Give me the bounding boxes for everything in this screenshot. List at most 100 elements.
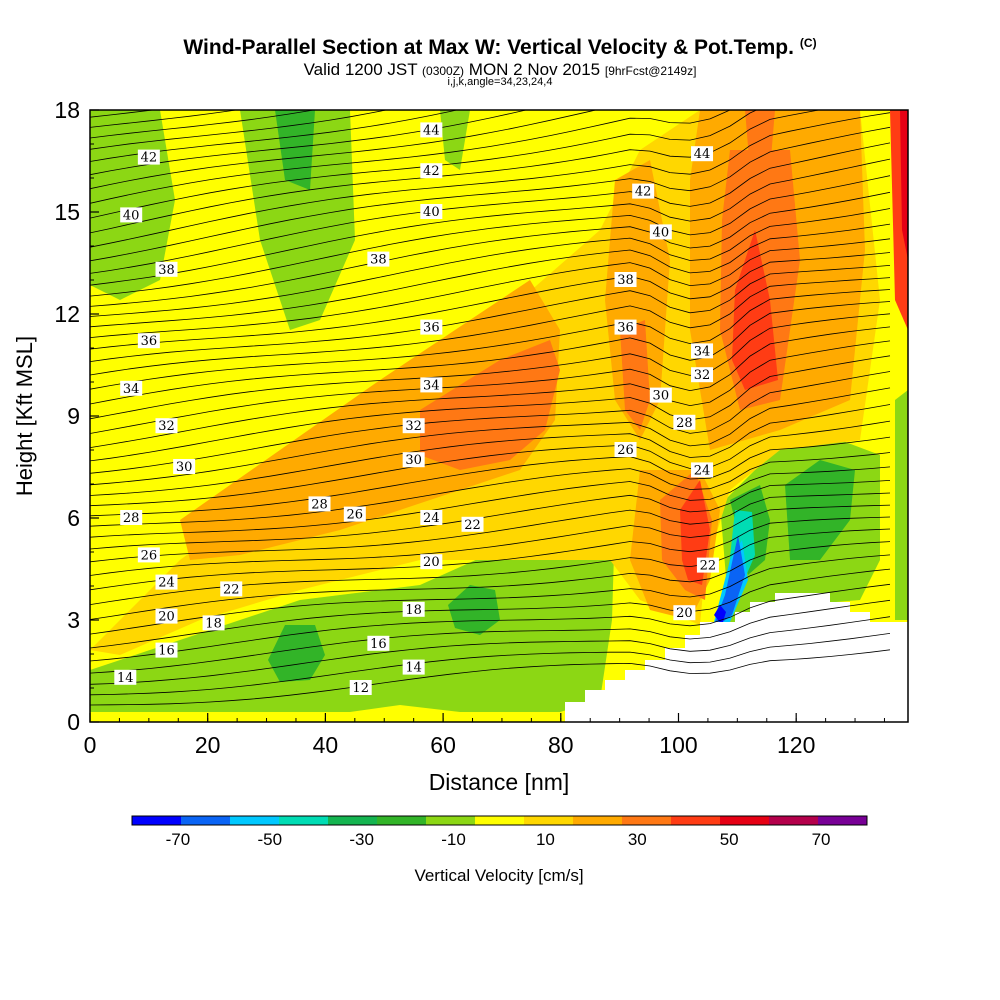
isentrope-label-text: 24 <box>423 511 440 526</box>
isentrope-label: 28 <box>120 510 143 526</box>
isentrope-label-box <box>155 642 178 658</box>
isentrope-label-text: 38 <box>158 263 175 278</box>
isentrope-label-box <box>420 204 443 219</box>
isentrope-label: 26 <box>137 547 160 563</box>
velocity-region <box>745 110 775 170</box>
isentrope-label-text: 22 <box>223 582 240 597</box>
isentrope-label: 12 <box>349 680 372 696</box>
colorbar-swatch <box>769 816 818 825</box>
isentrope-line <box>90 110 156 118</box>
isentrope-label-text: 38 <box>370 253 387 268</box>
isentrope-line <box>90 516 891 591</box>
isentrope-label-box <box>614 442 637 457</box>
isentrope-label: 32 <box>155 418 178 434</box>
isentrope-label-text: 26 <box>617 443 634 458</box>
isentrope-line <box>90 599 891 674</box>
isentrope-label: 20 <box>673 605 696 621</box>
isentrope-label: 24 <box>691 462 714 478</box>
isentrope-line <box>90 633 891 696</box>
isentrope-label-box <box>402 452 425 468</box>
isentrope-label: 44 <box>420 122 443 138</box>
isentrope-labels: 44 44 42 42 42 40 40 40 38 38 38 36 36 36 34 34 34 32 32 32… <box>114 122 719 696</box>
y-tick-label: 0 <box>67 709 80 735</box>
isentrope-line <box>90 142 891 274</box>
isentrope-label-text: 32 <box>694 368 711 383</box>
colorbar-frame <box>131 815 868 826</box>
isentrope-label-text: 44 <box>423 123 440 138</box>
isentrope-label-text: 42 <box>635 185 652 200</box>
isentrope-line <box>90 110 389 150</box>
isentrope-label: 36 <box>614 319 637 336</box>
copyright-mark: (C) <box>799 36 817 50</box>
isentrope-label: 44 <box>691 146 714 162</box>
isentrope-label: 32 <box>691 367 714 383</box>
isentrope-label-text: 36 <box>141 334 158 349</box>
isentrope-label-text: 14 <box>405 661 422 676</box>
y-tick-label: 9 <box>67 403 80 429</box>
isentrope-label-box <box>691 343 714 359</box>
isentrope-label-box <box>402 601 425 617</box>
velocity-region <box>714 605 726 625</box>
isentrope-label: 30 <box>173 459 196 475</box>
isentrope-line <box>90 583 891 662</box>
isentrope-label-text: 28 <box>123 511 140 526</box>
isentrope-label-box <box>120 207 143 223</box>
isentrope-label: 34 <box>120 380 143 397</box>
isentrope-line <box>90 238 891 338</box>
isentrope-label-box <box>402 418 425 434</box>
chart-title: Wind-Parallel Section at Max W: Vertical… <box>183 36 817 59</box>
isentrope-line <box>90 289 891 390</box>
isentrope-label-text: 40 <box>423 205 440 220</box>
isentrope-label-text: 20 <box>676 606 693 621</box>
isentrope-line <box>90 110 731 204</box>
colorbar-swatch <box>279 816 328 825</box>
isentrope-line <box>90 452 891 527</box>
isentrope-label-text: 34 <box>694 344 711 359</box>
isentrope-line <box>90 387 891 486</box>
isentrope-lines <box>90 110 891 706</box>
isentrope-label-box <box>614 319 637 335</box>
isentrope-label-text: 36 <box>617 321 634 336</box>
isentrope-line <box>90 126 891 262</box>
isentrope-label-box <box>420 163 443 179</box>
isentrope-label-box <box>155 418 178 434</box>
colorbar-swatch <box>475 816 524 825</box>
isentrope-label-text: 16 <box>370 637 387 652</box>
isentrope-label-box <box>114 669 137 685</box>
isentrope-label-box <box>420 554 443 570</box>
isentrope-line <box>90 616 891 685</box>
isentrope-line <box>90 110 598 190</box>
isentrope-label: 22 <box>220 581 243 597</box>
x-axis-label: Distance [nm] <box>429 769 570 795</box>
isentrope-label-text: 22 <box>700 559 717 574</box>
isentrope-label: 34 <box>691 343 714 359</box>
isentrope-label-box <box>696 557 719 573</box>
chart-subtitle: Valid 1200 JST (0300Z) MON 2 Nov 2015 [9… <box>303 60 697 79</box>
isentrope-label: 32 <box>402 418 425 434</box>
x-tick-label: 0 <box>84 732 97 758</box>
isentrope-line <box>90 326 891 434</box>
colorbar-tick-label: -70 <box>166 830 191 849</box>
isentrope-label: 40 <box>649 224 672 240</box>
isentrope-label-text: 40 <box>653 225 670 240</box>
isentrope-label-text: 20 <box>158 610 175 625</box>
y-tick-label: 15 <box>54 199 80 225</box>
colorbar-swatch <box>720 816 769 825</box>
isentrope-line <box>90 110 239 128</box>
colorbar-swatch <box>622 816 671 825</box>
colorbar-tick-label: 70 <box>812 830 831 849</box>
isentrope-label-box <box>137 333 160 349</box>
isentrope-line <box>90 649 891 706</box>
isentrope-line <box>90 554 891 635</box>
isentrope-label-text: 30 <box>405 453 422 468</box>
isentrope-line <box>90 112 891 248</box>
isentrope-label-box <box>673 414 696 430</box>
isentrope-line <box>90 110 459 162</box>
isentrope-label-box <box>420 510 443 525</box>
isentrope-label-box <box>155 261 178 277</box>
colorbar-swatch <box>181 816 230 825</box>
isentrope-label-box <box>632 183 655 199</box>
isentrope-label-text: 16 <box>158 644 175 659</box>
isentrope-line <box>90 340 891 448</box>
isentrope-label: 18 <box>402 601 425 618</box>
